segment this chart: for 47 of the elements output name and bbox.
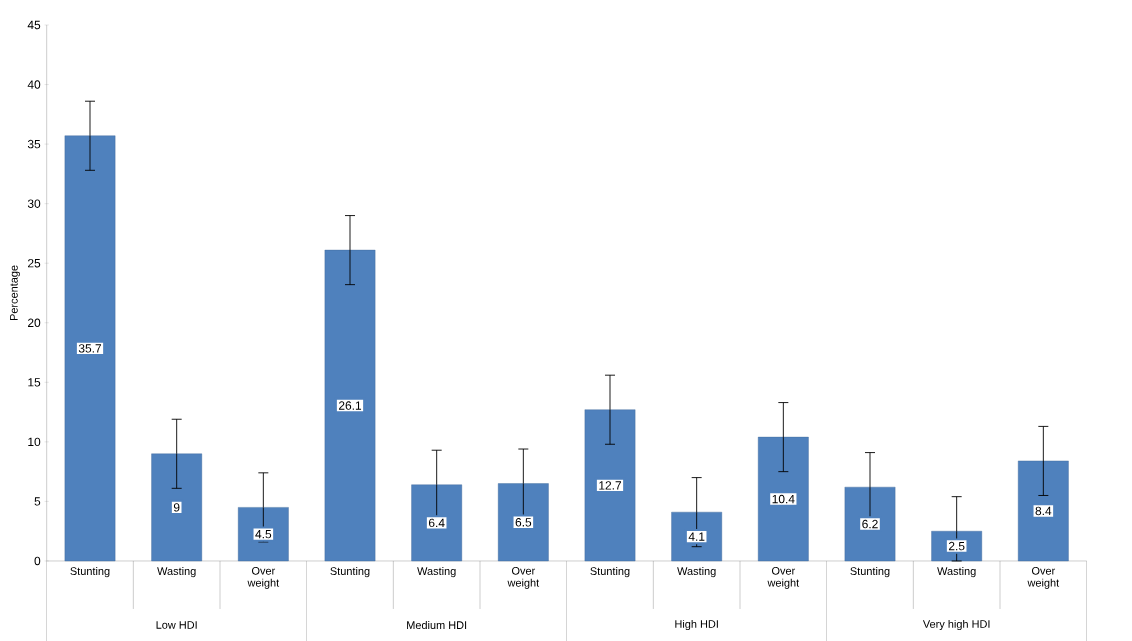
- data-label: 6.2: [862, 519, 878, 529]
- data-label: 8.4: [1035, 506, 1052, 516]
- data-label: 4.1: [688, 532, 705, 541]
- x-tick-label: Wasting: [157, 566, 196, 578]
- x-tick-label: Stunting: [850, 566, 890, 578]
- x-tick-label: Over weight: [1027, 566, 1060, 589]
- y-tick-label: 45: [27, 20, 41, 30]
- data-label: 6.4: [428, 518, 445, 528]
- data-label: 9: [173, 503, 180, 512]
- y-tick-label: 35: [27, 139, 41, 149]
- x-tick-label: Wasting: [417, 566, 456, 578]
- bar: [64, 135, 116, 562]
- y-axis-title: Percentage: [10, 265, 20, 321]
- data-label: 2.5: [948, 541, 965, 551]
- x-tick-label: Stunting: [590, 566, 630, 578]
- bar: [1018, 460, 1069, 562]
- bar: [758, 436, 809, 562]
- x-tick-label: Stunting: [70, 566, 110, 578]
- x-tick-label: Wasting: [677, 566, 716, 578]
- y-tick-label: 20: [27, 318, 41, 327]
- text: Low HDI: [156, 621, 197, 629]
- y-tick-label: 15: [28, 378, 41, 387]
- x-tick-label: Stunting: [330, 566, 370, 578]
- data-label: 6.5: [515, 518, 532, 527]
- x-tick-label: Over weight: [767, 566, 800, 589]
- x-tick-label: Over weight: [507, 566, 540, 589]
- x-tick-label: Wasting: [937, 566, 976, 578]
- data-label: 35.7: [78, 344, 102, 353]
- y-tick-label: 0: [34, 556, 41, 566]
- data-label: 26.1: [338, 401, 362, 410]
- x-tick-label: Over weight: [247, 566, 280, 589]
- bar: [151, 453, 203, 562]
- y-tick-label: 40: [27, 80, 41, 89]
- text: High HDI: [675, 619, 718, 631]
- y-tick-label: 30: [27, 199, 41, 208]
- text: Very high HDI: [922, 619, 990, 631]
- data-label: 12.7: [599, 481, 622, 490]
- text: Medium HDI: [407, 620, 467, 630]
- bar: [584, 409, 636, 562]
- bar: [498, 483, 549, 562]
- y-tick-label: 5: [34, 497, 41, 506]
- y-tick-label: 10: [28, 437, 41, 447]
- y-tick-label: 25: [27, 258, 41, 268]
- data-label: 10.4: [772, 494, 795, 504]
- bar: [324, 249, 376, 562]
- data-label: 4.5: [255, 530, 272, 539]
- bar: [411, 484, 463, 562]
